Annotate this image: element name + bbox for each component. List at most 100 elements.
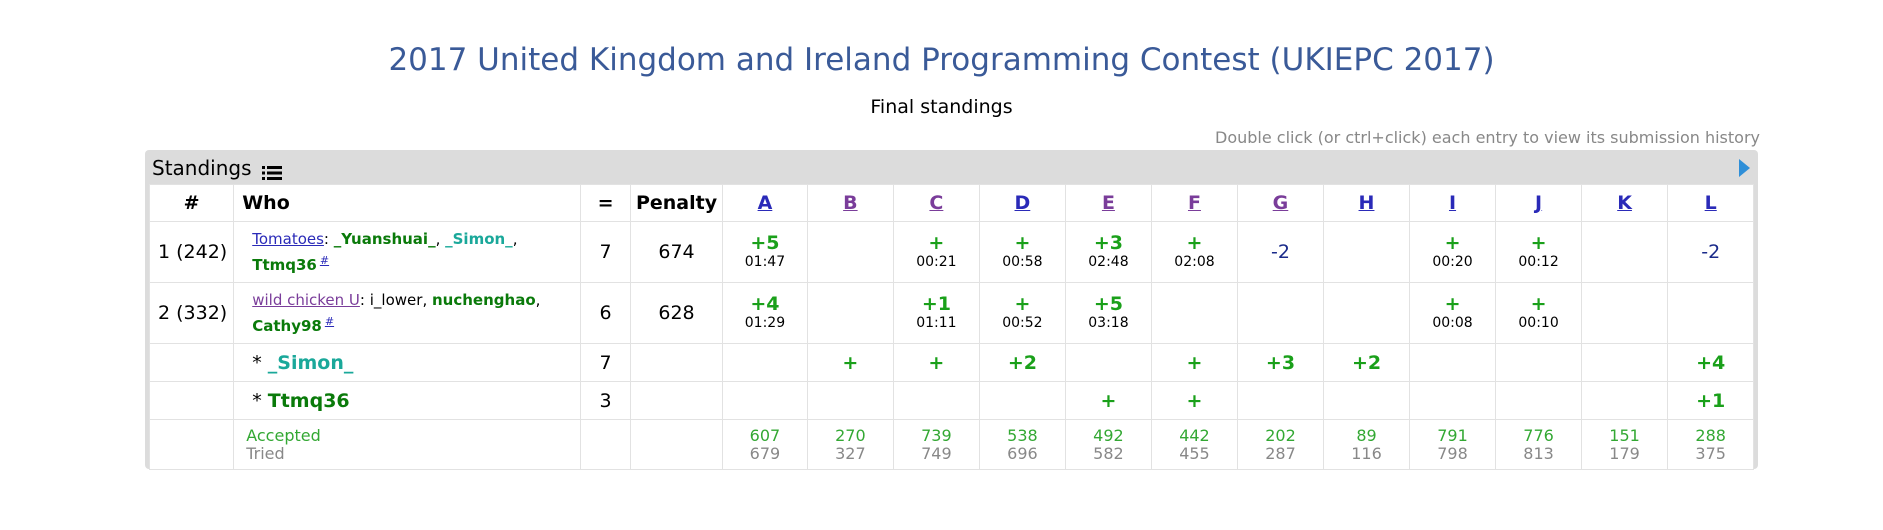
member-attempt-result: +4	[1696, 351, 1726, 374]
problem-link-k[interactable]: K	[1617, 192, 1632, 214]
problem-cell[interactable]: +00:12	[1495, 221, 1582, 283]
member-problem-cell[interactable]	[1236, 381, 1325, 420]
member-problem-cell[interactable]: +2	[979, 343, 1066, 382]
team-history-link[interactable]: #	[319, 254, 330, 267]
problem-link-b[interactable]: B	[843, 192, 858, 214]
standings-panel: Standings # Who = Penalty A	[145, 150, 1758, 470]
problem-link-f[interactable]: F	[1187, 192, 1201, 214]
team-name-link[interactable]: Tomatoes	[252, 230, 324, 248]
member-who: * _Simon_	[233, 343, 581, 382]
member-problem-cell[interactable]	[1580, 343, 1669, 382]
problem-cell[interactable]	[1580, 282, 1669, 344]
standings-panel-header: Standings	[145, 150, 1758, 184]
problem-stats-cell: 202 287	[1236, 419, 1325, 470]
problem-cell[interactable]	[1236, 282, 1325, 344]
problem-link-c[interactable]: C	[929, 192, 944, 214]
problem-cell[interactable]	[1667, 282, 1754, 344]
member-problem-cell[interactable]: +1	[1667, 381, 1754, 420]
problem-cell[interactable]: +00:58	[979, 221, 1066, 283]
problem-link-a[interactable]: A	[757, 192, 773, 214]
team-name-link[interactable]: wild chicken U	[252, 291, 360, 309]
member-problem-cell[interactable]	[892, 381, 981, 420]
problem-cell[interactable]: +00:20	[1408, 221, 1497, 283]
team-solved: 6	[579, 282, 632, 344]
accepted-count: 791	[1437, 425, 1468, 445]
problem-cell[interactable]: +3 02:48	[1064, 221, 1153, 283]
problem-link-h[interactable]: H	[1358, 192, 1375, 214]
problem-cell[interactable]: +1 01:11	[892, 282, 981, 344]
problem-cell[interactable]: +4 01:29	[721, 282, 809, 344]
problem-cell[interactable]: +02:08	[1151, 221, 1238, 283]
header-problem-i: I	[1408, 184, 1497, 222]
member-problem-cell[interactable]: +4	[1667, 343, 1754, 382]
member-name: Ttmq36	[267, 389, 350, 412]
solve-time: 03:18	[1088, 315, 1129, 331]
solve-time: 01:47	[744, 254, 786, 270]
problem-cell[interactable]	[1323, 282, 1410, 344]
problem-link-i[interactable]: I	[1448, 192, 1457, 214]
member-problem-cell[interactable]: +	[892, 343, 981, 382]
problem-link-l[interactable]: L	[1704, 192, 1717, 214]
member-problem-cell[interactable]	[721, 381, 809, 420]
problem-stats-cell: 492 582	[1064, 419, 1153, 470]
member-row[interactable]: * _Simon_ 7 + + +2 + +3 +2 +4	[148, 343, 1754, 382]
tried-count: 287	[1265, 443, 1296, 463]
team-separator: :	[323, 230, 329, 248]
member-problem-cell[interactable]	[721, 343, 809, 382]
problem-cell[interactable]	[807, 282, 894, 344]
member-row[interactable]: * Ttmq36 3 + + +1	[148, 381, 1754, 420]
problem-cell[interactable]	[1323, 221, 1410, 283]
member-problem-cell[interactable]: +	[1151, 381, 1238, 420]
problem-link-d[interactable]: D	[1014, 192, 1031, 214]
member-attempt-result: +3	[1265, 351, 1296, 374]
stats-empty	[579, 419, 632, 470]
problem-link-g[interactable]: G	[1272, 192, 1289, 214]
member-problem-cell[interactable]	[807, 381, 894, 420]
problem-stats-cell: 288 375	[1667, 419, 1754, 470]
header-problem-j: J	[1495, 184, 1582, 222]
problem-cell[interactable]: +00:21	[892, 221, 981, 283]
member-problem-cell[interactable]: +	[1151, 343, 1238, 382]
team-history-link[interactable]: #	[324, 315, 335, 328]
problem-link-e[interactable]: E	[1101, 192, 1115, 214]
member-attempt-result: +2	[1007, 351, 1037, 374]
tried-count: 455	[1179, 443, 1210, 463]
accepted-count: 288	[1695, 425, 1726, 445]
problem-cell[interactable]	[1580, 221, 1669, 283]
member-attempt-result: +	[842, 351, 859, 374]
problem-cell[interactable]: +00:10	[1495, 282, 1582, 344]
member-problem-cell[interactable]: +	[1064, 381, 1153, 420]
problem-link-j[interactable]: J	[1535, 192, 1543, 214]
team-separator: :	[359, 291, 365, 309]
table-row[interactable]: 2 (332) wild chicken U: i_lower, nuchengh…	[148, 282, 1754, 344]
member-solved: 3	[579, 381, 632, 420]
arrow-right-icon[interactable]	[1739, 159, 1750, 177]
member-problem-cell[interactable]	[1580, 381, 1669, 420]
problem-stats-cell: 442 455	[1151, 419, 1238, 470]
member-problem-cell[interactable]: +2	[1323, 343, 1410, 382]
member-problem-cell[interactable]	[1323, 381, 1410, 420]
problem-cell[interactable]	[1151, 282, 1238, 344]
team-penalty: 674	[630, 221, 723, 283]
member-problem-cell[interactable]: +3	[1236, 343, 1325, 382]
accepted-count: 776	[1523, 425, 1554, 445]
member-problem-cell[interactable]	[1408, 381, 1497, 420]
member-problem-cell[interactable]	[1495, 343, 1582, 382]
member-problem-cell[interactable]: +	[807, 343, 894, 382]
attempt-result: +	[1530, 293, 1547, 315]
problem-cell[interactable]: +00:08	[1408, 282, 1497, 344]
problem-cell[interactable]: +00:52	[979, 282, 1066, 344]
member-problem-cell[interactable]	[979, 381, 1066, 420]
table-row[interactable]: 1 (242) Tomatoes: _Yuanshuai_, _Simon_, T…	[148, 221, 1754, 283]
problem-cell[interactable]: -2	[1236, 221, 1325, 283]
problem-cell[interactable]: -2	[1667, 221, 1754, 283]
member-problem-cell[interactable]	[1064, 343, 1153, 382]
problem-cell[interactable]: +5 01:47	[721, 221, 809, 283]
member-attempt-result: +1	[1696, 389, 1726, 412]
accepted-count: 442	[1179, 425, 1210, 445]
problem-cell[interactable]	[807, 221, 894, 283]
member-problem-cell[interactable]	[1408, 343, 1497, 382]
problem-cell[interactable]: +5 03:18	[1064, 282, 1153, 344]
list-icon[interactable]	[261, 162, 282, 180]
member-problem-cell[interactable]	[1495, 381, 1582, 420]
